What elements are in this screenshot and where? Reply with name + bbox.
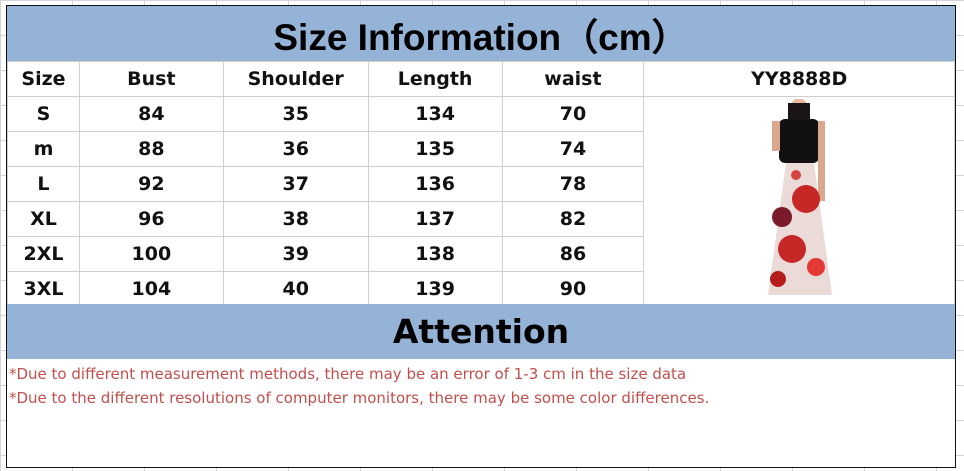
model-code[interactable]: YY8888D	[643, 61, 955, 97]
table-row: 2XL 100 39 138 86	[7, 236, 955, 272]
table-cell[interactable]: 35	[222, 96, 369, 132]
product-image	[643, 96, 955, 307]
note[interactable]: *Due to different measurement methods, t…	[9, 365, 687, 383]
size-chart: Size Information（cm） Size Bust Shoulder …	[6, 5, 956, 468]
table-cell[interactable]: 96	[78, 201, 224, 237]
table-cell[interactable]: 37	[222, 166, 369, 202]
table-cell[interactable]: 88	[78, 131, 224, 167]
table-cell[interactable]: 82	[501, 201, 645, 237]
table-row: S 84 35 134 70	[7, 96, 955, 307]
table-cell[interactable]: 137	[367, 201, 503, 237]
table-cell[interactable]: 70	[501, 96, 645, 132]
table-cell[interactable]: 78	[501, 166, 645, 202]
table-cell[interactable]: 84	[78, 96, 224, 132]
header-row: Size Bust Shoulder Length waist YY8888D	[7, 61, 955, 97]
table-cell[interactable]: 36	[222, 131, 369, 167]
col-header[interactable]: Size	[7, 61, 80, 97]
table-row: m 88 36 135 74	[7, 131, 955, 167]
table-cell[interactable]: S	[7, 96, 80, 132]
notes: *Due to different measurement methods, t…	[9, 362, 709, 410]
table-cell[interactable]: XL	[7, 201, 80, 237]
size-table: Size Bust Shoulder Length waist YY8888D …	[7, 61, 955, 307]
table-cell[interactable]: 104	[78, 271, 224, 307]
page-title: Size Information（cm）	[7, 6, 955, 61]
col-header[interactable]: Shoulder	[222, 61, 369, 97]
table-cell[interactable]: 100	[78, 236, 224, 272]
table-cell[interactable]: 135	[367, 131, 503, 167]
note[interactable]: *Due to the different resolutions of com…	[9, 389, 710, 407]
table-cell[interactable]: 139	[367, 271, 503, 307]
table-cell[interactable]: 90	[501, 271, 645, 307]
table-row: XL 96 38 137 82	[7, 201, 955, 237]
table-cell[interactable]: 2XL	[7, 236, 80, 272]
dress-image	[768, 98, 833, 295]
table-cell[interactable]: L	[7, 166, 80, 202]
table-cell[interactable]: 74	[501, 131, 645, 167]
col-header[interactable]: Length	[367, 61, 503, 97]
attention-heading: Attention	[7, 304, 955, 359]
table-cell[interactable]: 40	[222, 271, 369, 307]
table-cell[interactable]: 3XL	[7, 271, 80, 307]
table-cell[interactable]: 138	[367, 236, 503, 272]
table-cell[interactable]: 136	[367, 166, 503, 202]
table-cell[interactable]: 134	[367, 96, 503, 132]
table-cell[interactable]: m	[7, 131, 80, 167]
col-header[interactable]: waist	[501, 61, 645, 97]
col-header[interactable]: Bust	[78, 61, 224, 97]
table-cell[interactable]: 86	[501, 236, 645, 272]
table-cell[interactable]: 38	[222, 201, 369, 237]
table-cell[interactable]: 39	[222, 236, 369, 272]
table-cell[interactable]: 92	[78, 166, 224, 202]
